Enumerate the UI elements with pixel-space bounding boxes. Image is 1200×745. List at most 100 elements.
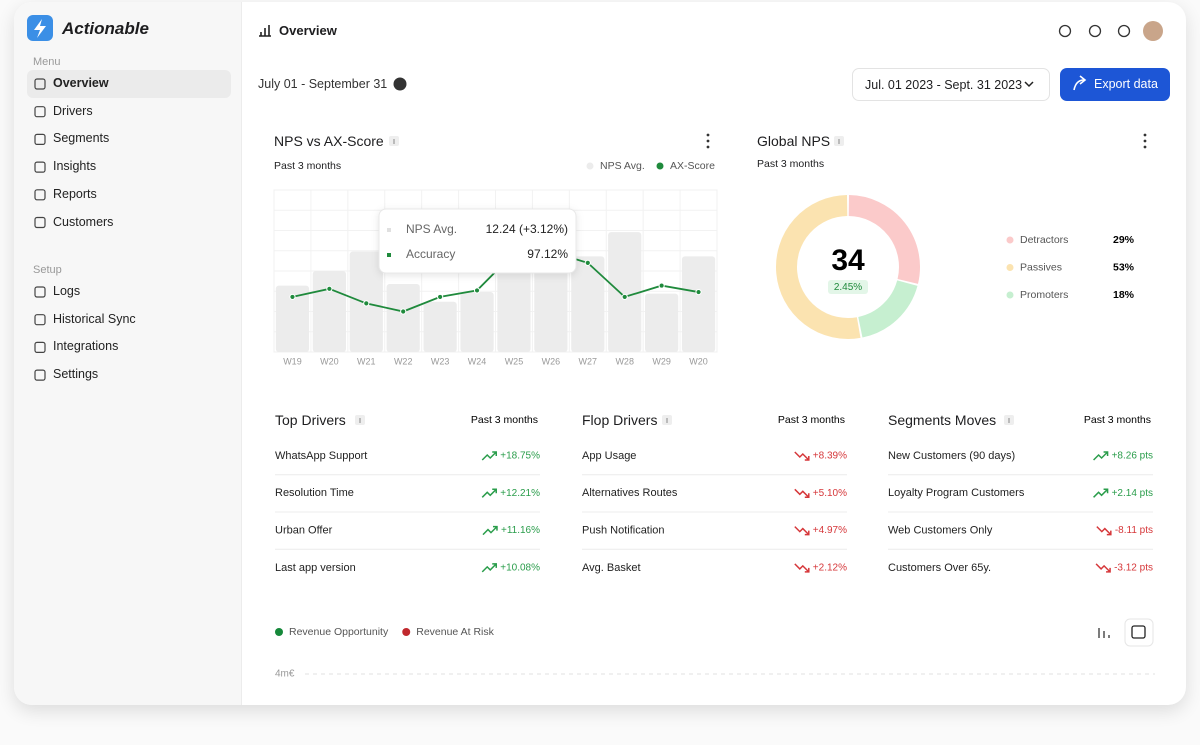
chart-subtitle: Past 3 months bbox=[274, 160, 342, 172]
center-change: 2.45% bbox=[834, 282, 862, 293]
card-period: Past 3 months bbox=[1084, 414, 1151, 426]
nav-item[interactable]: Integrations bbox=[53, 339, 119, 354]
x-tick-label: W23 bbox=[431, 356, 450, 366]
row-change: -3.12 pts bbox=[1114, 563, 1153, 574]
line-icon-box bbox=[1124, 618, 1154, 647]
legend-swatch bbox=[656, 162, 664, 170]
legend-swatch bbox=[275, 628, 283, 636]
bar bbox=[571, 256, 605, 352]
legend-swatch bbox=[1006, 264, 1014, 271]
point bbox=[584, 259, 591, 266]
row-name: Push Notification bbox=[582, 525, 665, 537]
row-name: Web Customers Only bbox=[888, 525, 993, 537]
trend-icon bbox=[1095, 563, 1111, 573]
row-name: WhatsApp Support bbox=[275, 450, 367, 462]
trend-icon bbox=[794, 488, 810, 499]
trend-icon bbox=[482, 525, 498, 536]
x-tick-label: W29 bbox=[652, 356, 671, 366]
overview-icon bbox=[259, 25, 271, 37]
bar-icon bbox=[1098, 628, 1110, 638]
point bbox=[400, 308, 407, 315]
row-change: +12.21% bbox=[500, 488, 540, 499]
row-change: +2.14 pts bbox=[1112, 488, 1153, 499]
bar bbox=[423, 301, 457, 352]
row-name: Loyalty Program Customers bbox=[888, 487, 1025, 499]
point bbox=[695, 288, 702, 296]
bar bbox=[681, 256, 716, 352]
change-pill bbox=[828, 280, 868, 294]
header-icon bbox=[1117, 24, 1131, 38]
brand: Actionable bbox=[62, 19, 149, 38]
row-change: -8.11 pts bbox=[1115, 525, 1153, 536]
row-name: Avg. Basket bbox=[582, 562, 641, 574]
nav-item[interactable]: Overview bbox=[53, 76, 109, 90]
x-tick-label: W20 bbox=[689, 356, 708, 366]
row-change: +2.12% bbox=[813, 563, 847, 574]
bar bbox=[497, 269, 531, 352]
tooltip-label: Accuracy bbox=[406, 247, 455, 261]
legend-label: Passives bbox=[1020, 261, 1062, 273]
nav-item[interactable]: Settings bbox=[53, 367, 99, 382]
avatar bbox=[1143, 21, 1163, 41]
x-tick-label: W19 bbox=[283, 356, 302, 366]
app-window: Overview Drivers Segments Insights Reports Cu… bbox=[14, 2, 1186, 705]
x-tick-label: W24 bbox=[468, 356, 487, 366]
x-tick-label: W26 bbox=[542, 356, 561, 366]
nav-item[interactable]: Customers bbox=[53, 214, 114, 229]
bar bbox=[312, 271, 346, 352]
pie-slice bbox=[857, 279, 918, 338]
card-title: Flop Drivers bbox=[582, 412, 658, 428]
bar bbox=[386, 283, 420, 352]
row-name: Resolution Time bbox=[275, 487, 354, 499]
menu-dots bbox=[706, 145, 710, 149]
row-change: +11.16% bbox=[501, 525, 540, 536]
bar bbox=[460, 292, 494, 352]
value-label: 18% bbox=[1113, 289, 1135, 301]
page-title: Overview bbox=[279, 23, 337, 38]
nav-item[interactable]: Reports bbox=[53, 186, 97, 201]
menu-dots bbox=[706, 139, 710, 143]
card-title: Top Drivers bbox=[275, 412, 346, 428]
export-button[interactable]: Export data bbox=[1060, 68, 1170, 101]
nav-item[interactable]: Historical Sync bbox=[53, 311, 136, 326]
logo-bolt bbox=[34, 19, 46, 38]
row-name: Last app version bbox=[275, 562, 356, 574]
row-change: +10.08% bbox=[500, 563, 540, 574]
bar bbox=[608, 232, 642, 352]
row-name: New Customers (90 days) bbox=[888, 450, 1015, 462]
date-picker[interactable]: Jul. 01 2023 - Sept. 31 2023 bbox=[852, 68, 1050, 101]
nav-item[interactable]: Logs bbox=[53, 284, 81, 298]
info-icon bbox=[393, 77, 407, 91]
nav-item[interactable]: Insights bbox=[53, 159, 97, 174]
nav-icon bbox=[34, 78, 46, 90]
legend-swatch bbox=[1006, 236, 1014, 244]
bar bbox=[534, 251, 568, 352]
active-item bbox=[27, 70, 231, 98]
point bbox=[658, 282, 665, 289]
sidebar: Overview Drivers Segments Insights Reports Cu… bbox=[14, 2, 242, 705]
date-range: July 01 - September 31 bbox=[258, 77, 388, 91]
bar bbox=[645, 293, 679, 352]
menu-dots bbox=[706, 133, 710, 137]
nav-icon bbox=[34, 133, 46, 145]
nav-icon bbox=[34, 106, 46, 118]
menu-label: Menu bbox=[33, 56, 61, 68]
pie-slice bbox=[776, 195, 861, 339]
tooltip-marker bbox=[387, 253, 391, 257]
x-tick-label: W28 bbox=[615, 356, 634, 366]
tooltip-marker bbox=[387, 228, 391, 232]
row-change: +5.10% bbox=[813, 488, 847, 499]
menu-dots bbox=[1143, 145, 1147, 149]
export-icon bbox=[1073, 75, 1087, 91]
card-title: Segments Moves bbox=[888, 412, 997, 428]
nav-item[interactable]: Drivers bbox=[53, 103, 93, 118]
tooltip-label: NPS Avg. bbox=[406, 222, 457, 236]
legend-label: AX-Score bbox=[670, 160, 715, 172]
line-icon bbox=[1131, 625, 1146, 639]
legend-label: NPS Avg. bbox=[600, 160, 645, 172]
trend-icon bbox=[481, 451, 497, 461]
trend-icon bbox=[1093, 451, 1109, 461]
nav-item[interactable]: Segments bbox=[53, 131, 110, 146]
trend-icon bbox=[481, 563, 497, 573]
